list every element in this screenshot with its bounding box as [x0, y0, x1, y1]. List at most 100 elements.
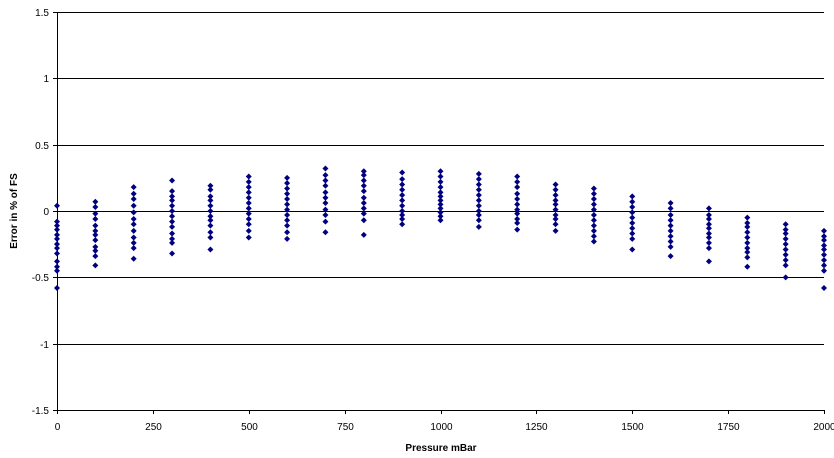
data-point-diamond [245, 194, 252, 201]
data-point-diamond [552, 206, 559, 213]
data-point-diamond [705, 221, 712, 228]
data-point-diamond [744, 239, 751, 246]
data-point-diamond [705, 239, 712, 246]
data-point-diamond [169, 188, 176, 195]
data-point-diamond [207, 229, 214, 236]
data-point-diamond [437, 189, 444, 196]
data-point-diamond [437, 217, 444, 224]
data-point-diamond [399, 176, 406, 183]
data-point-diamond [629, 193, 636, 200]
y-tick-label: 0 [43, 207, 49, 218]
data-point-diamond [475, 186, 482, 193]
data-point-diamond [284, 201, 291, 208]
data-point-diamond [514, 173, 521, 180]
data-point-diamond [475, 211, 482, 218]
data-point-diamond [245, 184, 252, 191]
data-point-diamond [54, 222, 60, 229]
data-point-diamond [744, 254, 751, 261]
data-point-diamond [821, 242, 827, 249]
data-point-diamond [552, 201, 559, 208]
data-point-diamond [399, 215, 406, 222]
data-point-diamond [92, 253, 99, 260]
data-point-diamond [360, 177, 367, 184]
data-point-diamond [130, 234, 137, 241]
data-point-diamond [475, 197, 482, 204]
data-point-diamond [207, 202, 214, 209]
data-point-diamond [92, 243, 99, 250]
data-point-diamond [399, 208, 406, 214]
y-tick-label: 1.5 [35, 8, 49, 19]
data-point-diamond [284, 174, 291, 181]
data-point-diamond [54, 241, 60, 248]
data-point-diamond [590, 217, 597, 224]
data-point-diamond [169, 193, 176, 200]
data-point-diamond [169, 218, 176, 225]
data-point-diamond [705, 258, 712, 265]
data-point-diamond [744, 245, 751, 252]
data-point-diamond [130, 215, 137, 222]
data-point-diamond [360, 205, 367, 212]
data-point-diamond [284, 222, 291, 229]
data-point-diamond [54, 218, 60, 225]
data-point-diamond [245, 227, 252, 234]
data-point-diamond [284, 190, 291, 197]
data-point-diamond [590, 233, 597, 240]
data-point-diamond [130, 196, 137, 203]
data-point-diamond [54, 245, 60, 252]
data-point-diamond [92, 247, 99, 254]
data-point-diamond [437, 173, 444, 180]
data-point-diamond [552, 211, 559, 218]
data-point-diamond [629, 225, 636, 232]
data-point-diamond [169, 250, 176, 257]
data-point-diamond [514, 210, 521, 217]
data-point-diamond [130, 239, 137, 246]
data-point-diamond [552, 215, 559, 222]
y-tick-label: -1 [40, 340, 49, 351]
data-point-diamond [322, 189, 329, 196]
data-point-diamond [169, 197, 176, 204]
data-point-diamond [284, 217, 291, 224]
data-point-diamond [590, 196, 597, 203]
x-tick-label: 750 [337, 422, 354, 433]
data-point-diamond [475, 223, 482, 230]
data-point-diamond [130, 209, 137, 216]
data-point-diamond [744, 234, 751, 241]
data-point-diamond [245, 215, 252, 222]
data-point-diamond [821, 262, 827, 269]
data-point-diamond [92, 262, 99, 269]
data-point-diamond [207, 213, 214, 220]
data-point-diamond [322, 172, 329, 179]
data-point-diamond [399, 192, 406, 199]
data-point-diamond [322, 211, 329, 218]
data-point-diamond [360, 194, 367, 201]
data-point-diamond [322, 165, 329, 172]
data-point-diamond [475, 192, 482, 199]
data-point-diamond [207, 186, 214, 193]
data-point-diamond [399, 197, 406, 204]
data-point-diamond [629, 204, 636, 211]
data-point-diamond [552, 186, 559, 193]
data-point-diamond [169, 239, 176, 246]
data-point-diamond [744, 263, 751, 270]
data-point-diamond [629, 230, 636, 237]
data-point-diamond [552, 192, 559, 199]
data-point-diamond [130, 245, 137, 252]
data-point-diamond [514, 190, 521, 197]
data-point-diamond [54, 258, 60, 265]
data-point-diamond [92, 222, 99, 229]
data-point-diamond [322, 229, 329, 236]
data-point-diamond [54, 267, 60, 274]
data-point-diamond [92, 237, 99, 244]
data-point-diamond [284, 196, 291, 203]
data-point-diamond [475, 170, 482, 177]
data-point-diamond [514, 215, 521, 222]
data-point-diamond [514, 201, 521, 208]
data-point-diamond [514, 206, 521, 213]
data-point-diamond [744, 223, 751, 230]
data-point-diamond [245, 178, 252, 185]
data-point-diamond [705, 205, 712, 212]
data-point-diamond [475, 217, 482, 224]
data-point-diamond [92, 227, 99, 234]
data-point-diamond [782, 251, 789, 258]
